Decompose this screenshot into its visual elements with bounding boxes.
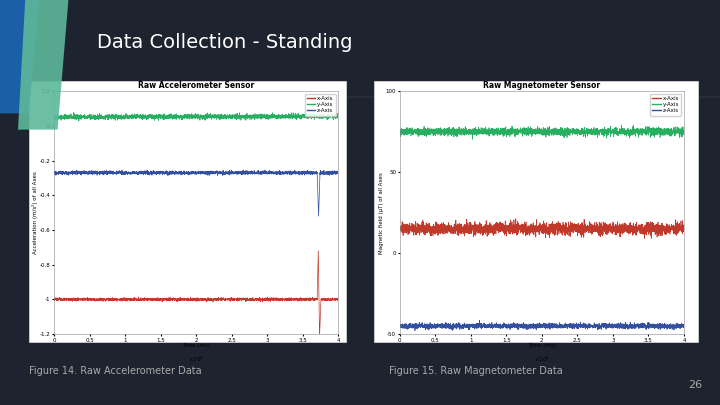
Legend: x-Axis, y-Axis, z-Axis: x-Axis, y-Axis, z-Axis: [305, 94, 336, 115]
Text: Figure 14. Raw Accelerometer Data: Figure 14. Raw Accelerometer Data: [29, 366, 202, 375]
Title: Raw Accelerometer Sensor: Raw Accelerometer Sensor: [138, 81, 254, 90]
Text: 26: 26: [688, 380, 702, 390]
X-axis label: Time (ms)

$\times 10^4$: Time (ms) $\times 10^4$: [528, 343, 556, 364]
Text: Data Collection - Standing: Data Collection - Standing: [97, 33, 353, 52]
Text: Figure 15. Raw Magnetometer Data: Figure 15. Raw Magnetometer Data: [389, 366, 562, 375]
Polygon shape: [0, 0, 40, 113]
Legend: x-Axis, y-Axis, z-Axis: x-Axis, y-Axis, z-Axis: [650, 94, 681, 115]
Polygon shape: [18, 0, 68, 130]
Y-axis label: Acceleration (m/s²) of all Axes: Acceleration (m/s²) of all Axes: [32, 171, 38, 254]
Title: Raw Magnetometer Sensor: Raw Magnetometer Sensor: [483, 81, 600, 90]
Y-axis label: Magnetic field (µT) of all Axes: Magnetic field (µT) of all Axes: [379, 172, 384, 254]
X-axis label: Time (ms)

$\times 10^4$: Time (ms) $\times 10^4$: [182, 343, 210, 364]
